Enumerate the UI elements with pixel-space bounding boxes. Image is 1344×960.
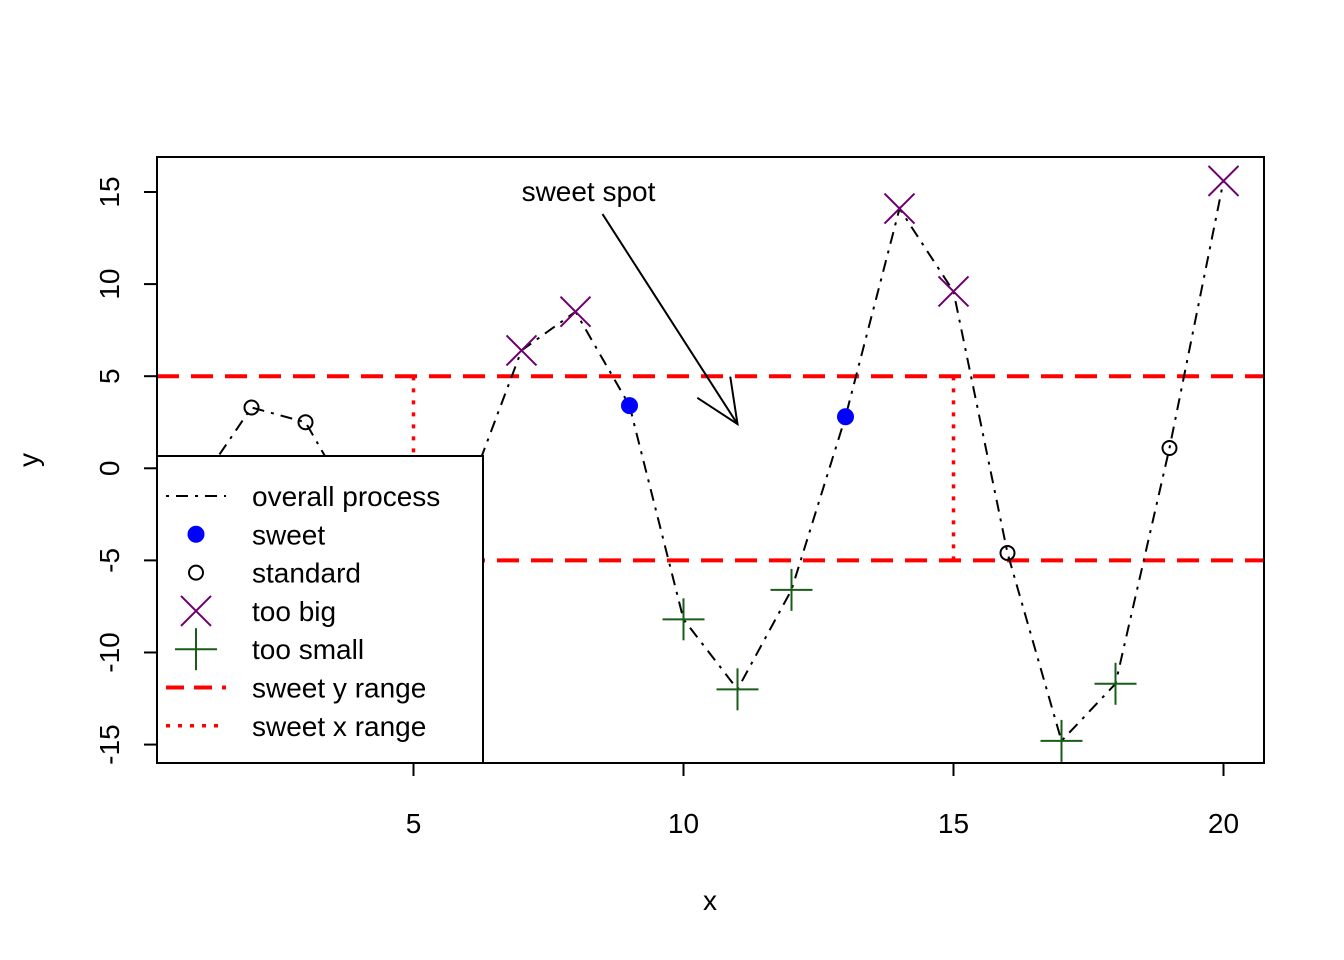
x-tick-label: 10 [668, 808, 699, 839]
y-tick-label: -5 [94, 548, 125, 573]
standard-point [999, 545, 1016, 562]
legend-label: too big [252, 596, 336, 627]
x-axis: 5 10 15 20 [406, 762, 1239, 839]
y-tick-label: 10 [94, 269, 125, 300]
annotation-layer: sweet spot [522, 176, 739, 427]
too-small-point [1040, 719, 1083, 762]
legend-label: sweet y range [252, 673, 426, 704]
legend-label: sweet x range [252, 711, 426, 742]
y-tick-label: 5 [94, 368, 125, 384]
too-big-point [883, 192, 916, 225]
too-big-point [937, 275, 970, 308]
legend-label: sweet [252, 519, 325, 550]
legend-swatch-marker [187, 525, 205, 543]
too-small-point [716, 668, 759, 711]
legend-item: too big [180, 595, 336, 627]
too-small-point [662, 598, 705, 641]
too-big-point [505, 334, 538, 367]
too-small-point [1094, 662, 1137, 705]
legend-swatch-marker [175, 628, 217, 671]
legend-item: sweet x range [166, 711, 426, 742]
legend-item: too small [175, 628, 364, 671]
marker-stroke [180, 595, 212, 627]
x-tick-label: 20 [1208, 808, 1239, 839]
marker-stroke [937, 275, 970, 308]
legend-label: overall process [252, 481, 440, 512]
x-tick-label: 5 [406, 808, 422, 839]
sweet-x-range-lines [411, 376, 956, 561]
annotation-arrow-shaft [601, 213, 739, 425]
standard-point [1161, 440, 1178, 457]
standard-point [297, 414, 314, 431]
legend-label: standard [252, 558, 361, 589]
y-axis: -15 -10 -5 0 5 10 15 [94, 176, 158, 765]
too-big-point [1207, 165, 1240, 197]
y-tick-label: 15 [94, 176, 125, 207]
overall-process-path [196, 180, 1225, 743]
marker-stroke [883, 192, 916, 225]
legend-swatch-marker [188, 564, 204, 581]
sweet-point [837, 408, 854, 426]
x-axis-label: x [703, 885, 717, 916]
marker-stroke [1207, 165, 1240, 197]
legend-item: sweet y range [166, 673, 426, 704]
y-tick-label: -10 [94, 632, 125, 672]
legend-box [156, 455, 484, 764]
legend-item: standard [188, 558, 361, 589]
too-big-point [559, 296, 592, 328]
legend-swatch-marker [180, 595, 212, 627]
legend-item: sweet [187, 519, 325, 550]
annotation-arrow-head [696, 376, 739, 427]
y-tick-label: -15 [94, 724, 125, 764]
overall-process-line [196, 180, 1225, 743]
sweet-point [621, 397, 638, 415]
marker-stroke [505, 334, 538, 367]
marker-stroke [559, 296, 592, 328]
legend-item: overall process [166, 481, 440, 512]
x-tick-label: 15 [938, 808, 969, 839]
legend-label: too small [252, 634, 364, 665]
standard-point [243, 399, 260, 416]
y-tick-label: 0 [94, 460, 125, 476]
annotation-sweet-spot: sweet spot [522, 176, 656, 207]
too-small-point [770, 568, 813, 611]
legend: overall process sweet standard too big too s… [156, 455, 484, 764]
y-axis-label: y [13, 453, 44, 467]
